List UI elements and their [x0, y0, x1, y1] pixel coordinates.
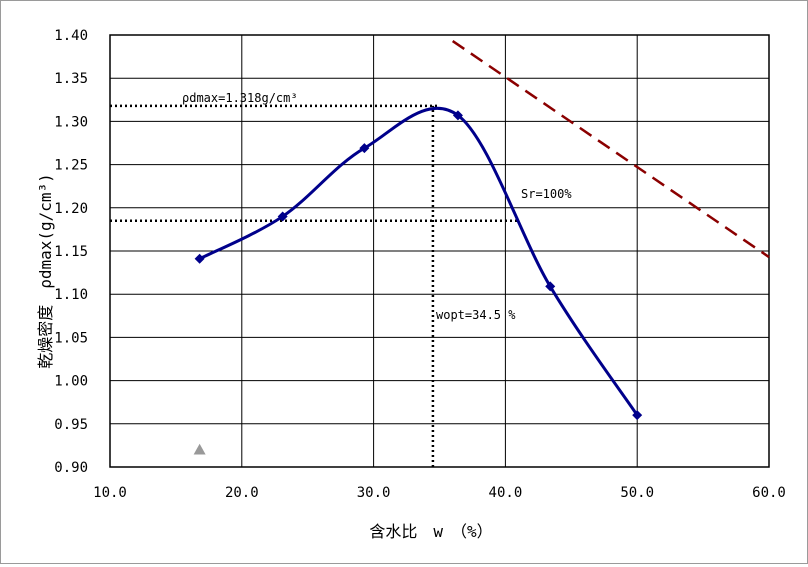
y-tick-label: 1.05	[54, 330, 88, 346]
y-tick-label: 1.30	[54, 114, 88, 130]
x-tick-label: 10.0	[93, 485, 127, 501]
grid-layer	[110, 35, 769, 467]
x-tick-label: 40.0	[489, 485, 523, 501]
annotation-wopt: wopt=34.5 %	[436, 308, 516, 322]
y-tick-label: 1.10	[54, 287, 88, 303]
data-point	[452, 110, 463, 121]
data-point	[277, 211, 288, 222]
tick-labels: 10.0 20.0 30.0 40.0 50.0 60.0 0.90 0.95 1.00 1.05…	[54, 28, 786, 501]
data-point	[359, 143, 370, 154]
y-tick-label: 1.20	[54, 201, 88, 217]
triangle-marker	[193, 443, 206, 455]
y-tick-label: 0.95	[54, 417, 88, 433]
plot-area	[109, 34, 770, 468]
y-tick-label: 1.35	[54, 71, 88, 87]
x-tick-label: 60.0	[752, 485, 786, 501]
series-layer	[193, 40, 770, 455]
data-point	[194, 253, 205, 264]
x-axis-title: 含水比 w （%）	[369, 522, 492, 541]
y-tick-label: 1.25	[54, 158, 88, 174]
reference-lines	[110, 104, 519, 467]
annotation-rho-dmax: ρdmax=1.318g/cm³	[182, 91, 298, 105]
annotation-sr-100: Sr=100%	[521, 187, 572, 201]
y-tick-label: 1.00	[54, 374, 88, 390]
data-point	[545, 281, 556, 292]
y-axis-title: 乾燥密度 ρdmax(g/cm³)	[36, 173, 55, 369]
x-tick-label: 50.0	[620, 485, 654, 501]
x-tick-label: 30.0	[357, 485, 391, 501]
x-tick-label: 20.0	[225, 485, 259, 501]
y-tick-label: 0.90	[54, 460, 88, 476]
y-tick-label: 1.15	[54, 244, 88, 260]
saturation-line	[451, 40, 770, 259]
compaction-curve	[198, 106, 639, 416]
y-tick-label: 1.40	[54, 28, 88, 44]
data-point	[632, 410, 643, 421]
